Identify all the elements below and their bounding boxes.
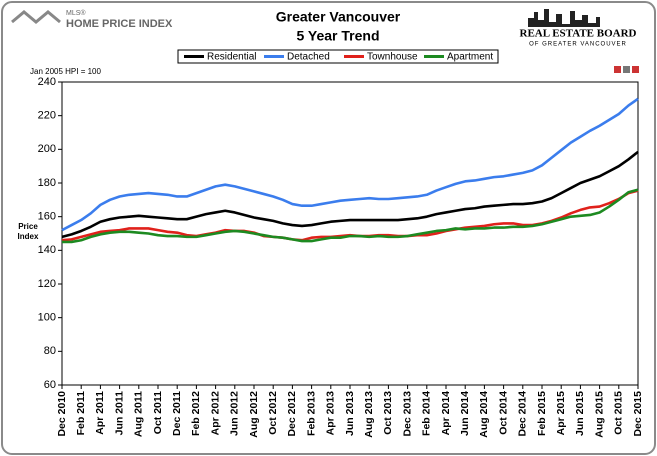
logo-board: REAL ESTATE BOARD (520, 28, 637, 40)
x-tick-label: Feb 2013 (305, 391, 317, 436)
x-tick-label: Apr 2012 (209, 391, 221, 436)
icons (614, 66, 639, 73)
x-tick-label: Dec 2012 (286, 391, 298, 437)
x-tick-label: Apr 2011 (94, 391, 106, 435)
x-tick-label: Feb 2012 (190, 391, 202, 436)
y-tick-label: 60 (44, 379, 56, 391)
x-tick-label: Apr 2014 (440, 391, 452, 436)
x-tick-label: Jun 2013 (344, 391, 356, 436)
x-tick-label: Aug 2011 (133, 391, 145, 437)
x-tick-label: Apr 2015 (555, 391, 567, 436)
x-tick-label: Aug 2014 (478, 391, 490, 438)
y-tick-label: 140 (38, 244, 56, 256)
x-tick-label: Jun 2014 (459, 391, 471, 436)
x-tick-label: Aug 2013 (363, 391, 375, 438)
x-tick-label: Dec 2011 (171, 391, 183, 436)
board-logo: REAL ESTATE BOARD OF GREATER VANCOUVER (520, 9, 637, 48)
mls-logo: MLS® HOME PRICE INDEX (11, 9, 173, 30)
x-tick-label: Oct 2013 (382, 391, 394, 435)
x-tick-label: Oct 2014 (497, 391, 509, 435)
x-tick-label: Dec 2013 (401, 391, 413, 437)
x-tick-label: Dec 2014 (517, 391, 529, 437)
x-tick-label: Feb 2014 (421, 391, 433, 436)
y-tick-label: 120 (38, 278, 56, 290)
x-tick-label: Aug 2015 (593, 391, 605, 438)
y-tick-label: 100 (38, 312, 56, 324)
x-tick-label: Dec 2015 (632, 391, 644, 437)
series-line (61, 97, 639, 232)
x-tick-label: Jun 2012 (229, 391, 241, 436)
series-line (62, 188, 639, 244)
y-tick-label: 80 (44, 345, 56, 357)
legend-box (177, 49, 499, 64)
x-tick-label: Feb 2015 (536, 391, 548, 436)
legend-label: Residential (207, 52, 256, 63)
x-tick-label: Feb 2011 (75, 391, 87, 436)
logo-board-sub: OF GREATER VANCOUVER (529, 42, 627, 48)
legend: Residential Detached Townhouse Apartment (177, 49, 499, 64)
y-tick-label: 160 (38, 211, 56, 223)
chart-subtitle: 5 Year Trend (296, 28, 379, 44)
logo-hpi: HOME PRICE INDEX (66, 18, 173, 30)
x-tick-label: Oct 2012 (267, 391, 279, 435)
y-tick-label: 200 (38, 143, 56, 155)
x-tick-label: Apr 2013 (325, 391, 337, 436)
legend-label: Detached (287, 52, 330, 63)
note: Jan 2005 HPI = 100 (30, 67, 101, 76)
x-tick-label: Jun 2015 (574, 391, 586, 436)
y-axis-label: Price Index (17, 222, 39, 241)
y-tick-label: 220 (38, 110, 56, 122)
series-line (61, 150, 639, 239)
legend-label: Apartment (447, 52, 493, 63)
chart-title: Greater Vancouver (276, 9, 401, 25)
x-tick-label: Dec 2010 (56, 391, 68, 437)
x-tick-label: Jun 2011 (113, 391, 125, 436)
legend-label: Townhouse (367, 52, 418, 63)
x-tick-label: Oct 2015 (613, 391, 625, 435)
x-tick-label: Aug 2012 (248, 391, 260, 438)
logo-mls: MLS® (66, 9, 86, 17)
y-tick-label: 180 (38, 177, 56, 189)
y-tick-label: 240 (38, 76, 56, 88)
x-tick-label: Oct 2011 (152, 391, 164, 434)
